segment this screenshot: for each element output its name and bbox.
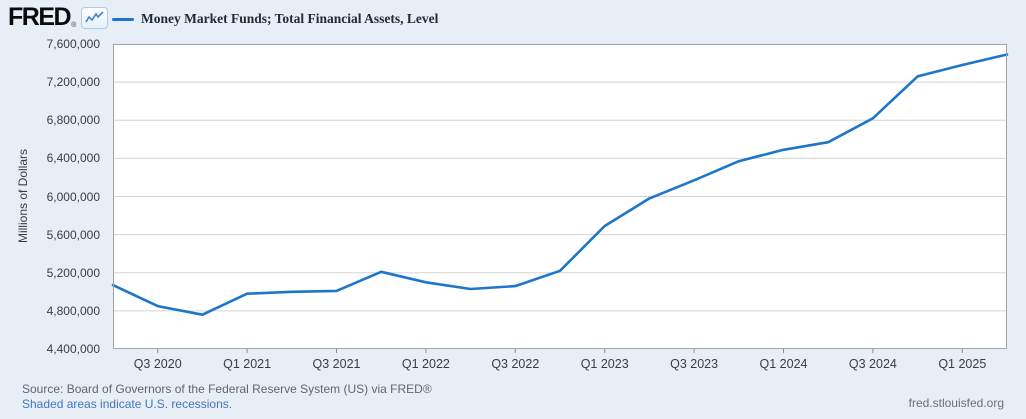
x-tick-label: Q3 2022 [491, 357, 540, 371]
x-tick-label: Q3 2021 [312, 357, 361, 371]
fred-site-link[interactable]: fred.stlouisfed.org [908, 396, 1004, 410]
x-tick-label: Q3 2024 [848, 357, 897, 371]
chart-legend: Money Market Funds; Total Financial Asse… [112, 11, 438, 27]
source-text: Source: Board of Governors of the Federa… [22, 382, 432, 396]
y-tick-label: 5,600,000 [46, 227, 100, 242]
registered-mark: ® [71, 22, 77, 29]
y-tick-label: 4,400,000 [46, 342, 100, 356]
y-tick-label: 6,800,000 [46, 113, 100, 128]
y-tick-label: 5,200,000 [46, 265, 100, 280]
line-chart-plot-area[interactable] [111, 44, 1009, 353]
fred-logo[interactable]: FRED ® [8, 3, 109, 32]
y-tick-label: 6,400,000 [46, 151, 100, 166]
y-axis-title: Millions of Dollars [16, 148, 30, 244]
x-tick-label: Q3 2020 [133, 357, 182, 371]
y-tick-label: 4,800,000 [46, 303, 100, 318]
fred-logo-text: FRED [8, 3, 72, 31]
legend-series-label: Money Market Funds; Total Financial Asse… [141, 11, 439, 26]
footer-notes: Source: Board of Governors of the Federa… [22, 382, 432, 412]
x-tick-label: Q3 2023 [670, 357, 719, 371]
recessions-link[interactable]: Shaded areas indicate U.S. recessions. [22, 397, 233, 411]
y-tick-label: 7,200,000 [46, 75, 100, 90]
x-tick-label: Q1 2022 [401, 357, 450, 371]
y-tick-label: 7,600,000 [46, 37, 100, 51]
x-tick-label: Q1 2021 [223, 357, 272, 371]
plot-border [113, 44, 1007, 349]
y-tick-label: 6,000,000 [46, 189, 100, 204]
legend-line-swatch [112, 17, 134, 21]
fred-sparkline-icon [81, 6, 109, 29]
data-series-line[interactable] [111, 53, 1009, 317]
x-tick-label: Q1 2025 [938, 357, 987, 371]
x-tick-label: Q1 2024 [759, 357, 808, 371]
x-tick-label: Q1 2023 [580, 357, 629, 371]
